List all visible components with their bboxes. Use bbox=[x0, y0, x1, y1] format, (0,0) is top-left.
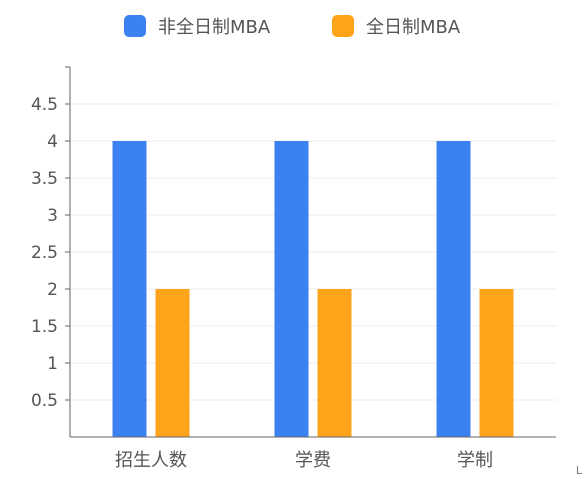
y-tick-label: 2 bbox=[47, 280, 58, 300]
x-tick-label: 学费 bbox=[295, 450, 331, 471]
bar bbox=[317, 289, 352, 437]
y-tick-label: 3.5 bbox=[31, 169, 58, 189]
legend: 非全日制MBA 全日制MBA bbox=[124, 15, 461, 38]
legend-swatch bbox=[124, 15, 146, 37]
x-axis-labels: 招生人数 学费 学制 bbox=[115, 450, 493, 471]
y-tick-label: 4 bbox=[47, 132, 58, 152]
axes bbox=[65, 66, 556, 438]
y-tick-label: 2.5 bbox=[31, 243, 58, 263]
gridlines bbox=[70, 103, 556, 401]
x-tick-label: 学制 bbox=[457, 450, 493, 471]
y-tick-label: 1 bbox=[47, 354, 58, 374]
legend-swatch bbox=[332, 15, 354, 37]
bar bbox=[436, 141, 471, 437]
x-tick-label: 招生人数 bbox=[115, 450, 187, 471]
y-tick-label: 4.5 bbox=[31, 95, 58, 115]
corner-mark: L bbox=[575, 464, 582, 477]
y-axis-ticks: 0.5 1 1.5 2 2.5 3 3.5 4 4.5 bbox=[31, 95, 70, 411]
y-tick-label: 3 bbox=[47, 206, 58, 226]
bar bbox=[274, 141, 309, 437]
bars bbox=[112, 141, 514, 437]
bar bbox=[112, 141, 147, 437]
y-tick-label: 1.5 bbox=[31, 317, 58, 337]
y-tick-label: 0.5 bbox=[31, 391, 58, 411]
legend-label: 非全日制MBA bbox=[158, 17, 271, 38]
bar bbox=[479, 289, 514, 437]
bar bbox=[155, 289, 190, 437]
legend-label: 全日制MBA bbox=[366, 17, 461, 38]
